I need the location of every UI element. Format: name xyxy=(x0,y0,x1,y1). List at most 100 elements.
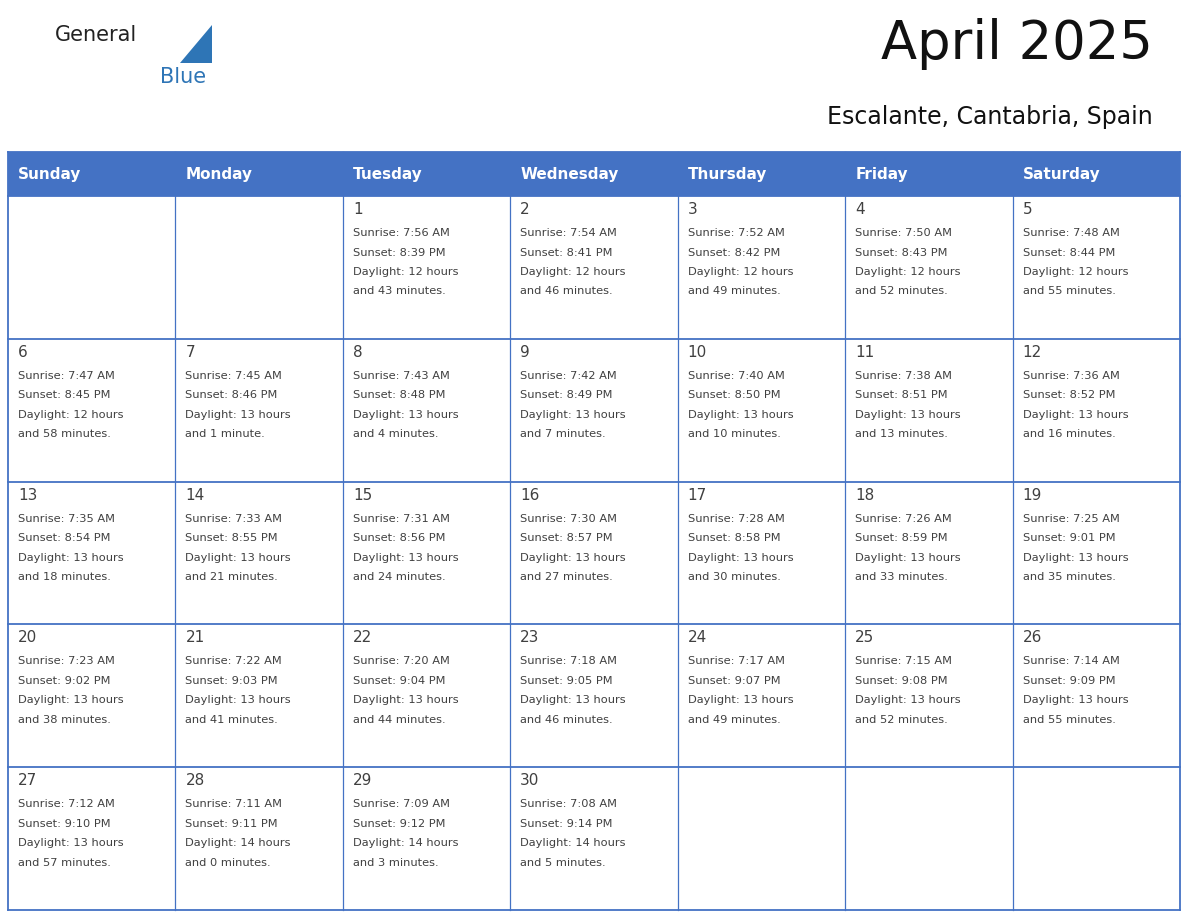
Bar xyxy=(677,482,845,624)
Text: April 2025: April 2025 xyxy=(881,18,1154,70)
Text: Sunrise: 7:40 AM: Sunrise: 7:40 AM xyxy=(688,371,784,381)
Text: and 21 minutes.: and 21 minutes. xyxy=(185,572,278,582)
Text: Daylight: 13 hours: Daylight: 13 hours xyxy=(688,553,794,563)
Text: Daylight: 13 hours: Daylight: 13 hours xyxy=(353,409,459,420)
Bar xyxy=(1012,339,1180,482)
Bar xyxy=(343,767,511,910)
Text: Sunset: 9:10 PM: Sunset: 9:10 PM xyxy=(18,819,110,829)
Text: and 7 minutes.: and 7 minutes. xyxy=(520,430,606,440)
Text: Sunset: 8:48 PM: Sunset: 8:48 PM xyxy=(353,390,446,400)
Bar xyxy=(176,152,343,196)
Bar xyxy=(511,196,677,339)
Text: and 46 minutes.: and 46 minutes. xyxy=(520,286,613,297)
Bar xyxy=(845,152,1012,196)
Text: Daylight: 13 hours: Daylight: 13 hours xyxy=(18,838,124,848)
Text: Sunrise: 7:43 AM: Sunrise: 7:43 AM xyxy=(353,371,450,381)
Text: Monday: Monday xyxy=(185,166,252,182)
Text: Sunset: 8:58 PM: Sunset: 8:58 PM xyxy=(688,533,781,543)
Text: Sunset: 9:11 PM: Sunset: 9:11 PM xyxy=(185,819,278,829)
Bar xyxy=(511,152,677,196)
Text: Sunset: 8:52 PM: Sunset: 8:52 PM xyxy=(1023,390,1116,400)
Bar xyxy=(845,624,1012,767)
Text: and 41 minutes.: and 41 minutes. xyxy=(185,715,278,725)
Bar xyxy=(1012,152,1180,196)
Text: Daylight: 13 hours: Daylight: 13 hours xyxy=(855,553,961,563)
Text: 15: 15 xyxy=(353,487,372,502)
Text: and 4 minutes.: and 4 minutes. xyxy=(353,430,438,440)
Text: Sunrise: 7:15 AM: Sunrise: 7:15 AM xyxy=(855,656,952,666)
Bar xyxy=(176,624,343,767)
Text: 11: 11 xyxy=(855,345,874,360)
Text: Sunrise: 7:18 AM: Sunrise: 7:18 AM xyxy=(520,656,618,666)
Bar xyxy=(8,767,176,910)
Text: Sunrise: 7:35 AM: Sunrise: 7:35 AM xyxy=(18,513,115,523)
Text: 2: 2 xyxy=(520,202,530,217)
Text: Daylight: 13 hours: Daylight: 13 hours xyxy=(688,409,794,420)
Text: 21: 21 xyxy=(185,631,204,645)
Text: Friday: Friday xyxy=(855,166,908,182)
Text: Sunrise: 7:45 AM: Sunrise: 7:45 AM xyxy=(185,371,283,381)
Text: Sunrise: 7:26 AM: Sunrise: 7:26 AM xyxy=(855,513,952,523)
Text: Sunset: 9:07 PM: Sunset: 9:07 PM xyxy=(688,676,781,686)
Text: Saturday: Saturday xyxy=(1023,166,1100,182)
Text: and 0 minutes.: and 0 minutes. xyxy=(185,857,271,868)
Text: Sunset: 8:45 PM: Sunset: 8:45 PM xyxy=(18,390,110,400)
Text: Sunrise: 7:52 AM: Sunrise: 7:52 AM xyxy=(688,228,784,238)
Bar xyxy=(343,482,511,624)
Text: Sunset: 8:54 PM: Sunset: 8:54 PM xyxy=(18,533,110,543)
Bar xyxy=(343,152,511,196)
Text: Daylight: 12 hours: Daylight: 12 hours xyxy=(353,267,459,277)
Text: and 10 minutes.: and 10 minutes. xyxy=(688,430,781,440)
Text: Sunset: 8:42 PM: Sunset: 8:42 PM xyxy=(688,248,781,258)
Text: Daylight: 12 hours: Daylight: 12 hours xyxy=(1023,267,1129,277)
Text: and 16 minutes.: and 16 minutes. xyxy=(1023,430,1116,440)
Text: Daylight: 13 hours: Daylight: 13 hours xyxy=(520,553,626,563)
Bar xyxy=(677,152,845,196)
Text: Sunrise: 7:09 AM: Sunrise: 7:09 AM xyxy=(353,800,450,809)
Text: 7: 7 xyxy=(185,345,195,360)
Text: and 46 minutes.: and 46 minutes. xyxy=(520,715,613,725)
Bar xyxy=(511,624,677,767)
Bar xyxy=(845,767,1012,910)
Text: Sunset: 8:39 PM: Sunset: 8:39 PM xyxy=(353,248,446,258)
Text: and 43 minutes.: and 43 minutes. xyxy=(353,286,446,297)
Text: Sunset: 9:02 PM: Sunset: 9:02 PM xyxy=(18,676,110,686)
Bar xyxy=(8,624,176,767)
Text: 12: 12 xyxy=(1023,345,1042,360)
Text: 6: 6 xyxy=(18,345,27,360)
Text: and 49 minutes.: and 49 minutes. xyxy=(688,715,781,725)
Text: and 18 minutes.: and 18 minutes. xyxy=(18,572,110,582)
Text: Daylight: 13 hours: Daylight: 13 hours xyxy=(688,696,794,705)
Text: and 57 minutes.: and 57 minutes. xyxy=(18,857,110,868)
Text: 18: 18 xyxy=(855,487,874,502)
Text: and 55 minutes.: and 55 minutes. xyxy=(1023,715,1116,725)
Bar xyxy=(343,339,511,482)
Bar xyxy=(511,482,677,624)
Bar xyxy=(176,339,343,482)
Text: Daylight: 13 hours: Daylight: 13 hours xyxy=(520,409,626,420)
Text: Daylight: 13 hours: Daylight: 13 hours xyxy=(353,696,459,705)
Text: Sunrise: 7:08 AM: Sunrise: 7:08 AM xyxy=(520,800,618,809)
Text: Sunset: 8:50 PM: Sunset: 8:50 PM xyxy=(688,390,781,400)
Text: Sunset: 8:51 PM: Sunset: 8:51 PM xyxy=(855,390,948,400)
Text: Tuesday: Tuesday xyxy=(353,166,423,182)
Text: Sunset: 9:08 PM: Sunset: 9:08 PM xyxy=(855,676,948,686)
Text: Thursday: Thursday xyxy=(688,166,767,182)
Text: Sunset: 9:05 PM: Sunset: 9:05 PM xyxy=(520,676,613,686)
Text: 5: 5 xyxy=(1023,202,1032,217)
Text: 23: 23 xyxy=(520,631,539,645)
Text: and 49 minutes.: and 49 minutes. xyxy=(688,286,781,297)
Text: 1: 1 xyxy=(353,202,362,217)
Polygon shape xyxy=(181,25,211,63)
Text: and 30 minutes.: and 30 minutes. xyxy=(688,572,781,582)
Text: Daylight: 12 hours: Daylight: 12 hours xyxy=(688,267,794,277)
Text: 29: 29 xyxy=(353,773,372,789)
Text: and 52 minutes.: and 52 minutes. xyxy=(855,715,948,725)
Text: 26: 26 xyxy=(1023,631,1042,645)
Text: Sunset: 8:46 PM: Sunset: 8:46 PM xyxy=(185,390,278,400)
Text: Sunset: 8:56 PM: Sunset: 8:56 PM xyxy=(353,533,446,543)
Text: 10: 10 xyxy=(688,345,707,360)
Text: and 1 minute.: and 1 minute. xyxy=(185,430,265,440)
Text: 9: 9 xyxy=(520,345,530,360)
Text: Sunday: Sunday xyxy=(18,166,81,182)
